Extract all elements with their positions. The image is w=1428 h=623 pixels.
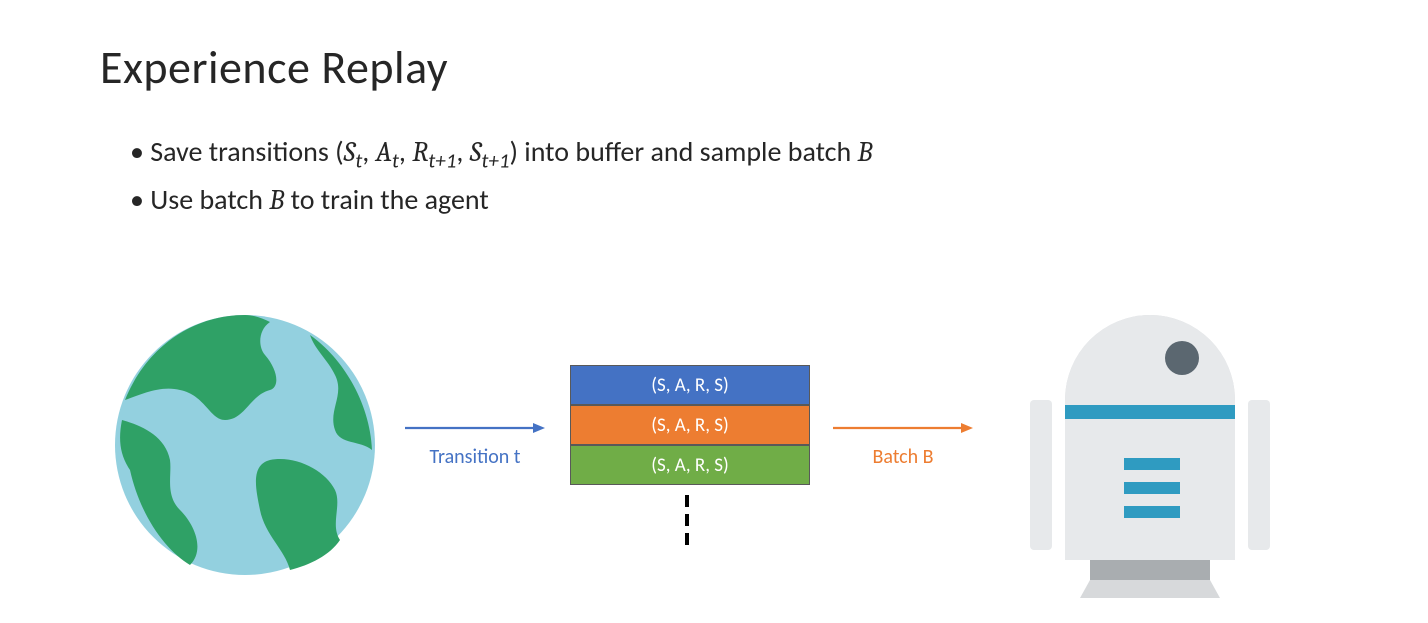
var-B: B bbox=[858, 136, 873, 168]
transition-arrow: Transition t bbox=[405, 420, 545, 469]
diagram: Transition t (S, A, R, S) (S, A, R, S) (… bbox=[0, 300, 1428, 620]
comma: , bbox=[456, 134, 469, 169]
replay-buffer: (S, A, R, S) (S, A, R, S) (S, A, R, S) bbox=[570, 365, 810, 485]
text: to train the agent bbox=[284, 182, 488, 217]
sub-t: t bbox=[392, 148, 399, 174]
batch-label: Batch B bbox=[833, 445, 973, 469]
transition-label: Transition t bbox=[405, 445, 545, 469]
var-R: R bbox=[412, 136, 428, 168]
var-B: B bbox=[269, 184, 284, 216]
text: ) into buffer and sample batch bbox=[509, 134, 857, 169]
batch-arrow: Batch B bbox=[833, 420, 973, 469]
arrow-icon bbox=[405, 422, 545, 434]
buffer-ellipsis-icon bbox=[685, 495, 689, 545]
arrow-icon bbox=[833, 422, 973, 434]
bullet-2: Use batch B to train the agent bbox=[130, 178, 1328, 223]
slide: Experience Replay Save transitions (St, … bbox=[0, 0, 1428, 623]
sub-t1: t+1 bbox=[481, 148, 509, 174]
text: Save transitions ( bbox=[150, 134, 343, 169]
buffer-row-2: (S, A, R, S) bbox=[570, 445, 810, 485]
text: Use batch bbox=[150, 182, 269, 217]
sub-t1: t+1 bbox=[428, 148, 456, 174]
bullet-1: Save transitions (St, At, Rt+1, St+1) in… bbox=[130, 130, 1328, 178]
comma: , bbox=[362, 134, 375, 169]
buffer-row-1: (S, A, R, S) bbox=[570, 405, 810, 445]
buffer-row-0: (S, A, R, S) bbox=[570, 365, 810, 405]
var-S: S bbox=[344, 136, 356, 168]
var-A: A bbox=[376, 136, 392, 168]
comma: , bbox=[399, 134, 412, 169]
bullet-list: Save transitions (St, At, Rt+1, St+1) in… bbox=[130, 130, 1328, 223]
var-S2: S bbox=[470, 136, 482, 168]
robot-icon bbox=[1010, 310, 1290, 600]
globe-icon bbox=[110, 310, 380, 580]
slide-title: Experience Replay bbox=[100, 40, 1328, 96]
